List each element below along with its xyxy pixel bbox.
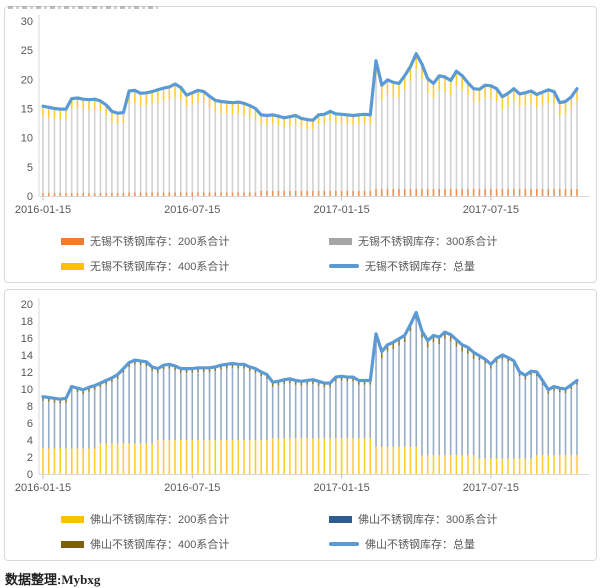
- legend-item: 无锡不锈钢库存：400系合计: [61, 258, 329, 274]
- chart-card-foshan: 0 2 4 6 8 10 12 14 16 18 20 2016-01-15 2016-07-15 201…: [4, 289, 597, 561]
- legend-label: 佛山不锈钢库存：总量: [365, 539, 475, 551]
- svg-text:2016-07-15: 2016-07-15: [164, 204, 220, 216]
- legend-bar-swatch: [61, 237, 84, 245]
- svg-text:2016-01-15: 2016-01-15: [15, 482, 71, 494]
- wuxi-chart-legend: 无锡不锈钢库存：200系合计 无锡不锈钢库存：300系合计无锡不锈钢库存：400系…: [5, 233, 596, 274]
- svg-text:2: 2: [27, 452, 33, 464]
- svg-text:0: 0: [27, 191, 33, 203]
- svg-text:15: 15: [21, 104, 33, 116]
- chart-card-wuxi: 0 5 10 15 20 25 30 2016-01-15 2016-07-15 2017-01-…: [4, 6, 597, 283]
- svg-text:2017-07-15: 2017-07-15: [463, 482, 519, 494]
- svg-text:8: 8: [27, 401, 33, 413]
- legend-label: 无锡不锈钢库存：200系合计: [90, 236, 230, 248]
- legend-label: 佛山不锈钢库存：400系合计: [90, 539, 230, 551]
- wuxi-inventory-chart: 0 5 10 15 20 25 30 2016-01-15 2016-07-15 2017-01-…: [15, 15, 589, 216]
- legend-label: 佛山不锈钢库存：200系合计: [90, 514, 230, 526]
- svg-text:2017-01-15: 2017-01-15: [313, 482, 369, 494]
- legend-label: 无锡不锈钢库存：总量: [365, 261, 475, 273]
- legend-item: 佛山不锈钢库存：400系合计: [61, 536, 329, 552]
- legend-line-swatch: [329, 264, 359, 268]
- foshan-chart-legend: 佛山不锈钢库存：200系合计 佛山不锈钢库存：300系合计佛山不锈钢库存：400系…: [5, 511, 596, 552]
- svg-text:5: 5: [27, 162, 33, 174]
- legend-item: 无锡不锈钢库存：总量: [329, 258, 596, 274]
- legend-label: 佛山不锈钢库存：300系合计: [358, 514, 498, 526]
- cropped-title-fragment: [8, 6, 158, 9]
- legend-bar-swatch: [61, 515, 84, 523]
- legend-line-swatch: [329, 542, 359, 546]
- legend-bar-swatch: [329, 237, 352, 245]
- svg-text:20: 20: [21, 299, 33, 311]
- svg-text:20: 20: [21, 74, 33, 86]
- svg-text:2017-07-15: 2017-07-15: [463, 204, 519, 216]
- svg-text:2017-01-15: 2017-01-15: [313, 204, 369, 216]
- svg-text:10: 10: [21, 384, 33, 396]
- legend-bar-swatch: [61, 540, 84, 548]
- svg-text:30: 30: [21, 16, 33, 28]
- svg-text:10: 10: [21, 133, 33, 145]
- data-source-note: 数据整理:Mybxg: [5, 572, 101, 587]
- legend-bar-swatch: [329, 515, 352, 523]
- svg-text:4: 4: [27, 435, 33, 447]
- svg-text:2016-07-15: 2016-07-15: [164, 482, 220, 494]
- svg-text:25: 25: [21, 45, 33, 57]
- svg-text:6: 6: [27, 418, 33, 430]
- legend-label: 无锡不锈钢库存：400系合计: [90, 261, 230, 273]
- legend-bar-swatch: [61, 262, 84, 270]
- svg-text:0: 0: [27, 469, 33, 481]
- legend-item: 佛山不锈钢库存：总量: [329, 536, 596, 552]
- foshan-inventory-chart: 0 2 4 6 8 10 12 14 16 18 20 2016-01-15 2016-07-15 201…: [15, 298, 589, 494]
- svg-text:16: 16: [21, 333, 33, 345]
- svg-text:14: 14: [21, 350, 33, 362]
- legend-item: 无锡不锈钢库存：300系合计: [329, 233, 596, 249]
- legend-label: 无锡不锈钢库存：300系合计: [358, 236, 498, 248]
- legend-item: 佛山不锈钢库存：300系合计: [329, 511, 596, 527]
- svg-text:2016-01-15: 2016-01-15: [15, 204, 71, 216]
- legend-item: 无锡不锈钢库存：200系合计: [61, 233, 329, 249]
- svg-text:18: 18: [21, 316, 33, 328]
- legend-item: 佛山不锈钢库存：200系合计: [61, 511, 329, 527]
- svg-text:12: 12: [21, 367, 33, 379]
